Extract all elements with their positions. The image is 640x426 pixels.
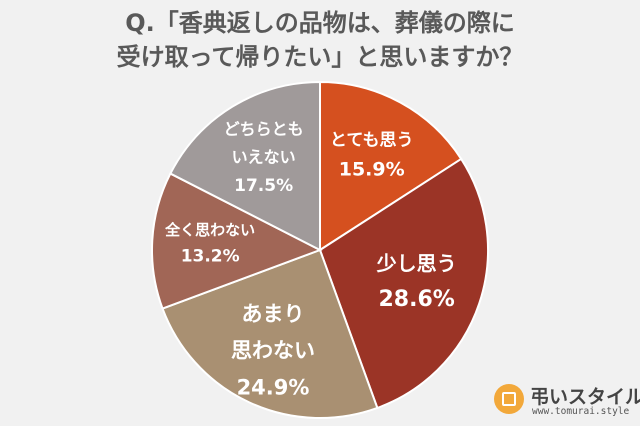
pie-slice xyxy=(151,172,323,310)
chart-title: Q.「香典返しの品物は、葬儀の際に 受け取って帰りたい」と思いますか？ xyxy=(0,6,640,74)
slice-value-label: 13.2% xyxy=(181,247,240,267)
pie-slice xyxy=(169,80,321,252)
brand-url: www.tomurai.style xyxy=(532,406,630,417)
chart-title-line-2: 受け取って帰りたい」と思いますか？ xyxy=(116,43,524,71)
pie-slice xyxy=(319,80,463,252)
slice-category-label: 思わない xyxy=(231,339,315,363)
pie-slice xyxy=(318,157,489,410)
slice-category-label: 全く思わない xyxy=(164,221,255,239)
slice-value-label: 28.6% xyxy=(379,287,455,312)
slice-category-label: どちらとも xyxy=(224,119,304,138)
slice-value-label: 17.5% xyxy=(234,176,293,196)
slice-value-label: 15.9% xyxy=(339,159,405,181)
brand-name: 弔いスタイル xyxy=(530,386,640,408)
tomurai-logo-icon xyxy=(494,384,524,414)
slice-category-label: とても思う xyxy=(330,130,414,150)
slice-category-label: あまり xyxy=(241,302,304,326)
slice-category-label: いえない xyxy=(232,147,296,166)
slice-value-label: 24.9% xyxy=(237,375,310,399)
brand-logo[interactable]: 弔いスタイル www.tomurai.style xyxy=(494,384,640,420)
pie-slice xyxy=(161,248,379,419)
slice-category-label: 少し思う xyxy=(376,252,457,276)
chart-title-line-1: Q.「香典返しの品物は、葬儀の際に xyxy=(125,9,515,37)
